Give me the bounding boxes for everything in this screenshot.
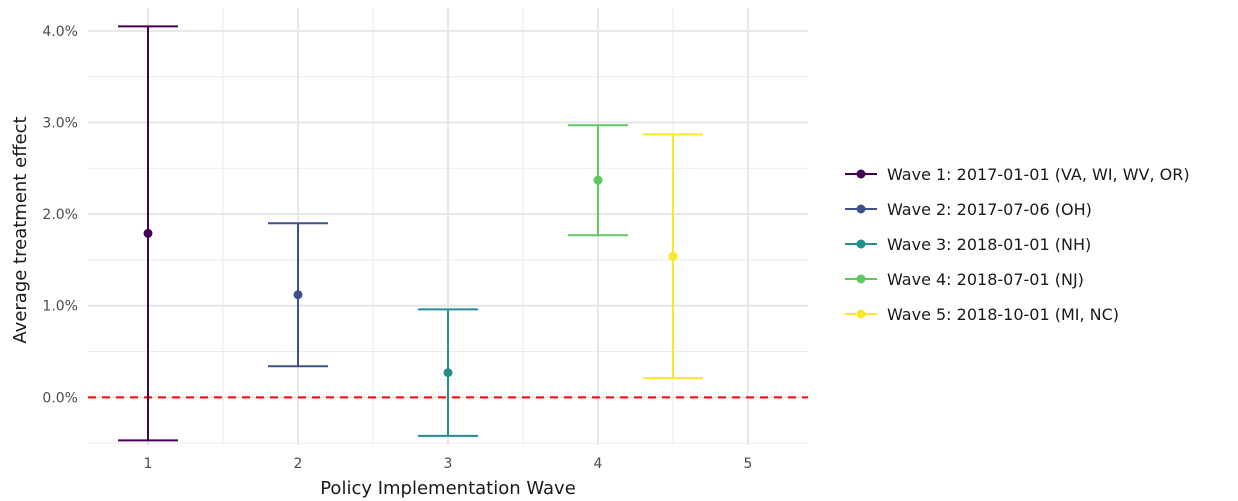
x-tick-label: 1 <box>144 456 153 472</box>
y-tick-label: 1.0% <box>42 299 78 315</box>
point-estimate <box>143 228 153 238</box>
legend-item-wave-2: Wave 2: 2017-07-06 (OH) <box>845 200 1092 219</box>
legend-key-point <box>856 309 866 319</box>
legend-item-wave-1: Wave 1: 2017-01-01 (VA, WI, WV, OR) <box>845 165 1190 184</box>
legend-label: Wave 3: 2018-01-01 (NH) <box>887 235 1091 254</box>
legend-key-point <box>856 274 866 284</box>
x-tick-label: 5 <box>744 456 753 472</box>
x-tick-label: 3 <box>444 456 453 472</box>
x-tick-label: 2 <box>294 456 303 472</box>
error-bar-wave-3 <box>418 308 478 437</box>
error-bars <box>118 25 703 442</box>
y-tick-label: 0.0% <box>42 390 78 406</box>
error-bar-wave-4 <box>568 124 628 237</box>
legend-label: Wave 2: 2017-07-06 (OH) <box>887 200 1092 219</box>
y-tick-label: 4.0% <box>42 24 78 40</box>
error-bar-wave-5 <box>643 133 703 380</box>
legend-item-wave-3: Wave 3: 2018-01-01 (NH) <box>845 235 1091 254</box>
legend-label: Wave 4: 2018-07-01 (NJ) <box>887 270 1084 289</box>
point-estimate <box>593 175 603 185</box>
legend: Wave 1: 2017-01-01 (VA, WI, WV, OR) Wave … <box>845 165 1190 324</box>
legend-key-point <box>856 169 866 179</box>
y-tick-label: 3.0% <box>42 116 78 132</box>
x-axis-title: Policy Implementation Wave <box>320 478 576 499</box>
y-axis-title: Average treatment effect <box>10 116 31 343</box>
legend-item-wave-4: Wave 4: 2018-07-01 (NJ) <box>845 270 1084 289</box>
y-axis-tick-labels: 0.0% 1.0% 2.0% 3.0% 4.0% <box>42 24 78 406</box>
x-axis-tick-labels: 1 2 3 4 5 <box>144 456 753 472</box>
legend-label: Wave 5: 2018-10-01 (MI, NC) <box>887 305 1119 324</box>
legend-key-point <box>856 239 866 249</box>
legend-key-point <box>856 204 866 214</box>
point-estimate <box>668 251 678 261</box>
y-tick-label: 2.0% <box>42 207 78 223</box>
x-tick-label: 4 <box>594 456 603 472</box>
point-estimate <box>293 290 303 300</box>
legend-label: Wave 1: 2017-01-01 (VA, WI, WV, OR) <box>887 165 1190 184</box>
point-estimate <box>443 368 453 378</box>
legend-item-wave-5: Wave 5: 2018-10-01 (MI, NC) <box>845 305 1119 324</box>
error-bar-wave-2 <box>268 222 328 368</box>
error-bar-wave-1 <box>118 25 178 442</box>
